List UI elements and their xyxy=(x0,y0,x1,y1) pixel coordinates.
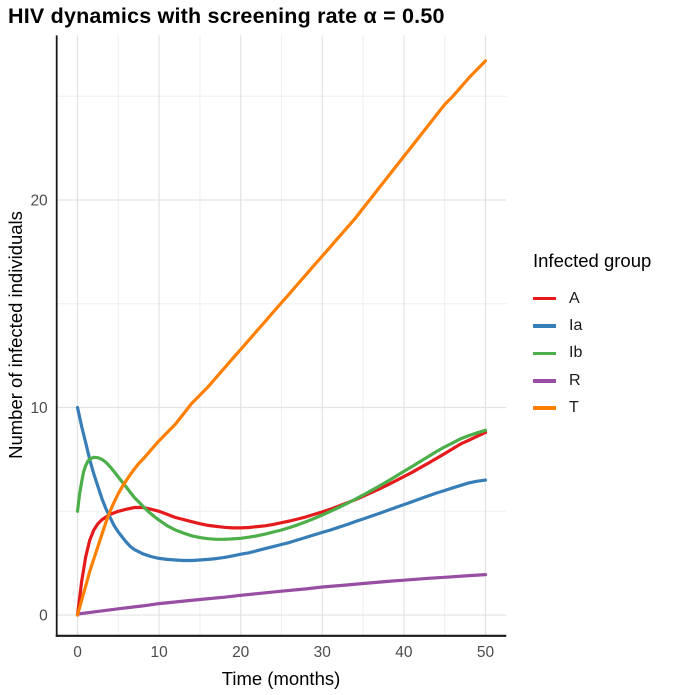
legend: Infected group A Ia Ib R T xyxy=(533,250,651,422)
legend-label-Ia: Ia xyxy=(569,317,583,335)
x-axis-title: Time (months) xyxy=(222,668,341,689)
legend-label-T: T xyxy=(569,399,579,417)
y-tick-label-20: 20 xyxy=(30,192,48,209)
x-tick-label-50: 50 xyxy=(477,644,495,661)
legend-key-Ib xyxy=(533,351,556,356)
curve-R xyxy=(75,573,488,616)
legend-item-Ia: Ia xyxy=(533,312,651,339)
x-tick-label-0: 0 xyxy=(73,644,82,661)
legend-key-Ia xyxy=(533,324,556,328)
legend-item-A: A xyxy=(533,285,651,312)
legend-item-R: R xyxy=(533,367,651,394)
y-tick-label-10: 10 xyxy=(30,400,48,417)
x-tick-label-20: 20 xyxy=(232,644,250,661)
legend-key-T xyxy=(533,406,556,411)
chart-title: HIV dynamics with screening rate α = 0.5… xyxy=(8,4,445,28)
x-tick-label-30: 30 xyxy=(314,644,332,661)
curve-A xyxy=(75,430,488,617)
x-tick-label-40: 40 xyxy=(395,644,413,661)
y-tick-label-0: 0 xyxy=(39,608,48,625)
y-tick-labels: 0 10 20 xyxy=(30,192,48,624)
axis-lines xyxy=(55,35,507,637)
legend-title: Infected group xyxy=(533,250,652,271)
legend-label-R: R xyxy=(569,371,581,389)
legend-label-A: A xyxy=(569,289,580,307)
minor-gridlines xyxy=(56,35,507,636)
legend-key-R xyxy=(533,379,556,383)
x-tick-labels: 0 10 20 30 40 50 xyxy=(73,644,494,661)
series-lines xyxy=(75,59,488,617)
legend-key-A xyxy=(533,296,556,301)
y-axis-title: Number of infected individuals xyxy=(5,211,26,459)
curve-Ib xyxy=(75,428,488,541)
legend-item-Ib: Ib xyxy=(533,340,651,367)
x-tick-label-10: 10 xyxy=(150,644,168,661)
legend-items: A Ia Ib R T xyxy=(533,285,651,422)
curve-Ia xyxy=(75,405,488,563)
legend-item-T: T xyxy=(533,395,651,422)
major-gridlines xyxy=(56,35,507,636)
curve-T xyxy=(75,59,488,617)
legend-label-Ib: Ib xyxy=(569,344,583,362)
